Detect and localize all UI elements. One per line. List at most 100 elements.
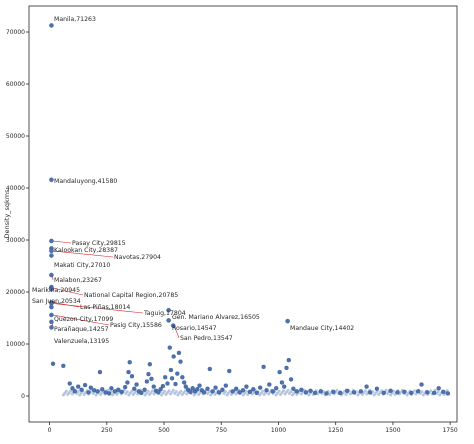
scatter-point (367, 390, 373, 395)
scatter-point (132, 386, 137, 391)
scatter-point (106, 391, 112, 396)
scatter-point (264, 388, 269, 393)
annotation-connector (52, 314, 110, 326)
scatter-point (72, 389, 77, 394)
scatter-point (358, 389, 364, 394)
scatter-point-faint (363, 389, 367, 393)
scatter-point (425, 390, 430, 395)
y-tick-label: 30000 (6, 237, 25, 244)
scatter-point-faint (286, 388, 290, 392)
scatter-point (160, 383, 166, 389)
x-tick-label: 500 (158, 427, 170, 434)
x-tick-label: 750 (216, 427, 228, 434)
scatter-point (419, 382, 424, 387)
annotation-label: Makati City,27010 (54, 262, 110, 269)
scatter-point (247, 389, 253, 394)
scatter-point (291, 386, 296, 391)
scatter-point-faint (277, 389, 281, 393)
scatter-point-faint (76, 390, 80, 394)
scatter-point (261, 364, 266, 370)
annotation-label: Navotas,27904 (114, 254, 161, 261)
annotated-point (49, 286, 54, 292)
annotation-label: Mandaluyong,41580 (54, 178, 117, 185)
scatter-point (381, 390, 386, 396)
annotated-point (49, 177, 54, 183)
scatter-point (165, 381, 170, 386)
scatter-point (286, 357, 291, 363)
scatter-point-faint (125, 390, 129, 394)
scatter-point (240, 388, 246, 393)
scatter-point (294, 389, 299, 394)
scatter-point (168, 367, 174, 373)
annotated-point (49, 23, 54, 28)
scatter-point-faint (151, 389, 155, 393)
scatter-point (402, 389, 407, 394)
annotated-point (49, 253, 54, 258)
scatter-point (324, 391, 329, 396)
annotated-point (49, 319, 54, 325)
annotated-point (170, 323, 176, 328)
scatter-point (233, 386, 239, 391)
scatter-point (351, 390, 357, 395)
scatter-point (146, 372, 151, 377)
scatter-point (254, 390, 259, 396)
annotation-label: Parañaque,14257 (54, 326, 109, 333)
scatter-point (374, 386, 380, 391)
annotation-label: Manila,71263 (54, 16, 96, 23)
scatter-point (445, 391, 450, 396)
scatter-point-faint (392, 389, 396, 393)
annotation-label: Las Piñas,18014 (80, 304, 130, 311)
scatter-point (163, 375, 168, 380)
scatter-point (95, 389, 100, 394)
scatter-point (220, 387, 225, 392)
scatter-point (142, 387, 147, 392)
y-axis-title: Density_sqkms (3, 189, 11, 239)
x-tick-label: 1750 (442, 427, 457, 434)
scatter-point (134, 382, 139, 387)
scatter-point-faint (289, 390, 293, 394)
scatter-point (70, 386, 75, 391)
scatter-point (201, 390, 207, 395)
scatter-point (331, 389, 336, 394)
scatter-point (388, 388, 393, 393)
scatter-point (122, 385, 128, 390)
scatter-point-faint (384, 388, 388, 392)
scatter-point (127, 360, 132, 365)
annotated-point (49, 312, 54, 318)
scatter-point-faint (130, 389, 134, 393)
annotated-point (285, 318, 290, 324)
scatter-point-faint (64, 389, 68, 393)
scatter-point (303, 390, 309, 395)
scatter-point (216, 390, 222, 395)
scatter-point-faint (412, 389, 416, 393)
scatter-point (436, 386, 441, 391)
scatter-point (147, 362, 152, 367)
scatter-point (318, 389, 323, 394)
x-tick-label: 250 (101, 427, 113, 434)
annotation-connector (173, 325, 180, 339)
scatter-point-faint (207, 390, 211, 394)
scatter-point-faint (171, 388, 175, 392)
y-tick-label: 60000 (6, 81, 25, 88)
scatter-points (49, 23, 450, 396)
scatter-point (284, 365, 289, 371)
scatter-point (274, 386, 279, 391)
scatter-point (176, 350, 182, 355)
y-tick-label: 10000 (6, 341, 25, 348)
scatter-point (79, 387, 84, 392)
annotated-point (49, 248, 54, 254)
scatter-point (100, 387, 105, 392)
scatter-point (364, 384, 369, 389)
scatter-point (312, 390, 318, 396)
scatter-point (409, 390, 414, 396)
annotated-point (49, 238, 54, 244)
y-tick-label: 50000 (6, 133, 25, 140)
scatter-point (223, 383, 228, 388)
annotation-connector (52, 287, 84, 296)
annotation-label: National Capital Region,20785 (84, 292, 178, 299)
annotation-label: Rosario,14547 (172, 325, 217, 332)
scatter-point (270, 389, 275, 394)
annotation-label: Pasay City,29815 (72, 240, 126, 247)
scatter-point (344, 388, 350, 393)
